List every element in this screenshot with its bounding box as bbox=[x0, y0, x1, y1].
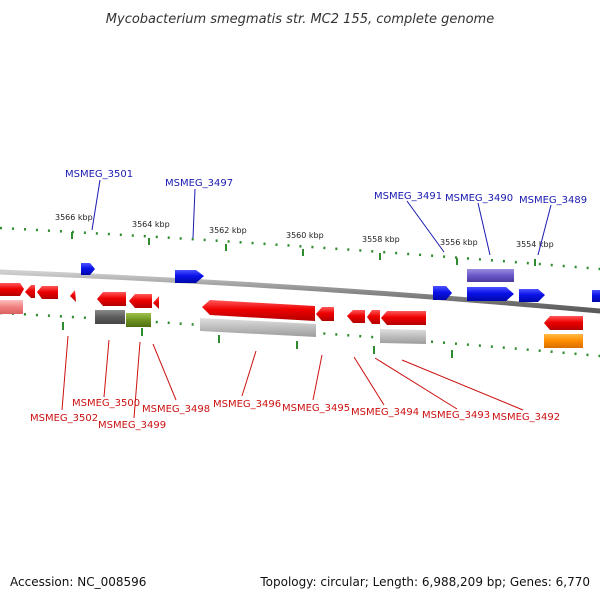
scale-label: 3566 kbp bbox=[55, 213, 93, 222]
callout-line bbox=[192, 188, 196, 239]
callout-line bbox=[61, 335, 69, 411]
callout-line bbox=[152, 343, 177, 401]
gene-label-msmeg-3495[interactable]: MSMEG_3495 bbox=[282, 403, 350, 414]
gene-reverse-msmeg-3496[interactable] bbox=[202, 300, 315, 321]
callout-line bbox=[401, 359, 524, 411]
gene-forward-msmeg-3491[interactable] bbox=[433, 286, 452, 300]
gene-label-msmeg-3499[interactable]: MSMEG_3499 bbox=[98, 420, 166, 431]
gene-reverse-msmeg-3495[interactable] bbox=[316, 307, 334, 321]
map-title: Mycobacterium smegmatis str. MC2 155, co… bbox=[106, 12, 494, 27]
gene-label-msmeg-3489[interactable]: MSMEG_3489 bbox=[519, 195, 587, 206]
feature-olive[interactable] bbox=[126, 313, 151, 327]
gene-reverse-small-2[interactable] bbox=[37, 286, 58, 299]
callout-line bbox=[103, 339, 110, 398]
gene-reverse-msmeg-3493[interactable] bbox=[367, 310, 380, 324]
callout-line bbox=[537, 204, 552, 256]
gene-label-msmeg-3490[interactable]: MSMEG_3490 bbox=[445, 193, 513, 204]
gene-label-msmeg-3492[interactable]: MSMEG_3492 bbox=[492, 412, 560, 423]
gene-label-msmeg-3494[interactable]: MSMEG_3494 bbox=[351, 407, 419, 418]
gene-reverse-small-1[interactable] bbox=[25, 285, 35, 298]
gene-reverse-partial-left[interactable] bbox=[0, 283, 24, 296]
scale-label: 3560 kbp bbox=[286, 231, 324, 240]
gene-forward-msmeg-3489[interactable] bbox=[519, 289, 545, 302]
gene-label-msmeg-3496[interactable]: MSMEG_3496 bbox=[213, 399, 281, 410]
callout-line bbox=[133, 341, 141, 419]
feature-orange[interactable] bbox=[544, 334, 583, 348]
gene-reverse-msmeg-3494[interactable] bbox=[347, 310, 365, 323]
gene-label-msmeg-3497[interactable]: MSMEG_3497 bbox=[165, 178, 233, 189]
gene-forward-msmeg-3497[interactable] bbox=[175, 270, 204, 283]
genome-summary-text: Topology: circular; Length: 6,988,209 bp… bbox=[259, 575, 590, 589]
scale-label: 3556 kbp bbox=[440, 238, 478, 247]
scale-label: 3554 kbp bbox=[516, 240, 554, 249]
gene-reverse-msmeg-3500[interactable] bbox=[97, 292, 126, 306]
gene-reverse-far-right[interactable] bbox=[544, 316, 583, 330]
gene-reverse-msmeg-3498[interactable] bbox=[153, 296, 159, 309]
callout-line bbox=[241, 350, 257, 397]
feature-gray-long[interactable] bbox=[200, 318, 316, 337]
major-ticks bbox=[62, 232, 536, 358]
callout-line bbox=[312, 354, 323, 401]
forward-callouts bbox=[91, 179, 552, 256]
gene-reverse-msmeg-3499[interactable] bbox=[129, 294, 152, 308]
scale-label: 3564 kbp bbox=[132, 220, 170, 229]
reverse-callouts bbox=[61, 335, 524, 419]
feature-gray-short[interactable] bbox=[380, 329, 426, 344]
gene-reverse-msmeg-3502[interactable] bbox=[70, 290, 76, 302]
accession-text: Accession: NC_008596 bbox=[10, 575, 146, 589]
feature-pink-left[interactable] bbox=[0, 300, 23, 314]
callout-line bbox=[477, 202, 491, 256]
gene-label-msmeg-3500[interactable]: MSMEG_3500 bbox=[72, 398, 140, 409]
callout-line bbox=[91, 179, 101, 231]
gene-forward-msmeg-3490[interactable] bbox=[467, 287, 514, 301]
scale-track-upper bbox=[0, 226, 600, 271]
scale-label: 3558 kbp bbox=[362, 235, 400, 244]
genome-backbone bbox=[0, 269, 600, 314]
gene-forward-partial[interactable] bbox=[592, 290, 600, 302]
gene-label-msmeg-3498[interactable]: MSMEG_3498 bbox=[142, 404, 210, 415]
callout-line bbox=[353, 356, 385, 406]
feature-dark-gray[interactable] bbox=[95, 310, 125, 324]
scale-label: 3562 kbp bbox=[209, 226, 247, 235]
callout-line bbox=[374, 357, 458, 410]
callout-line bbox=[406, 200, 445, 253]
gene-forward-msmeg-3501[interactable] bbox=[81, 263, 95, 275]
gene-label-msmeg-3502[interactable]: MSMEG_3502 bbox=[30, 413, 98, 424]
gene-label-msmeg-3491[interactable]: MSMEG_3491 bbox=[374, 191, 442, 202]
gene-label-msmeg-3493[interactable]: MSMEG_3493 bbox=[422, 410, 490, 421]
gene-reverse-msmeg-3492[interactable] bbox=[381, 311, 426, 325]
gene-forward-feature-purple[interactable] bbox=[467, 269, 514, 282]
gene-label-msmeg-3501[interactable]: MSMEG_3501 bbox=[65, 169, 133, 180]
